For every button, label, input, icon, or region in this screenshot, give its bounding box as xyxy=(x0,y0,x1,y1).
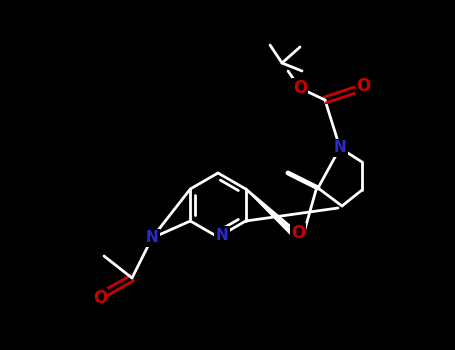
Text: O: O xyxy=(291,224,305,242)
Text: N: N xyxy=(146,231,158,245)
Text: O: O xyxy=(293,79,307,97)
Text: O: O xyxy=(356,77,370,95)
Text: O: O xyxy=(93,289,107,307)
Text: O: O xyxy=(356,77,370,95)
Text: N: N xyxy=(334,140,346,155)
Text: O: O xyxy=(93,289,107,307)
Text: O: O xyxy=(291,224,305,242)
Polygon shape xyxy=(248,191,294,238)
Text: N: N xyxy=(216,228,228,243)
Text: O: O xyxy=(293,79,307,97)
Text: N: N xyxy=(216,228,228,243)
Text: N: N xyxy=(146,231,158,245)
Text: N: N xyxy=(334,140,346,155)
